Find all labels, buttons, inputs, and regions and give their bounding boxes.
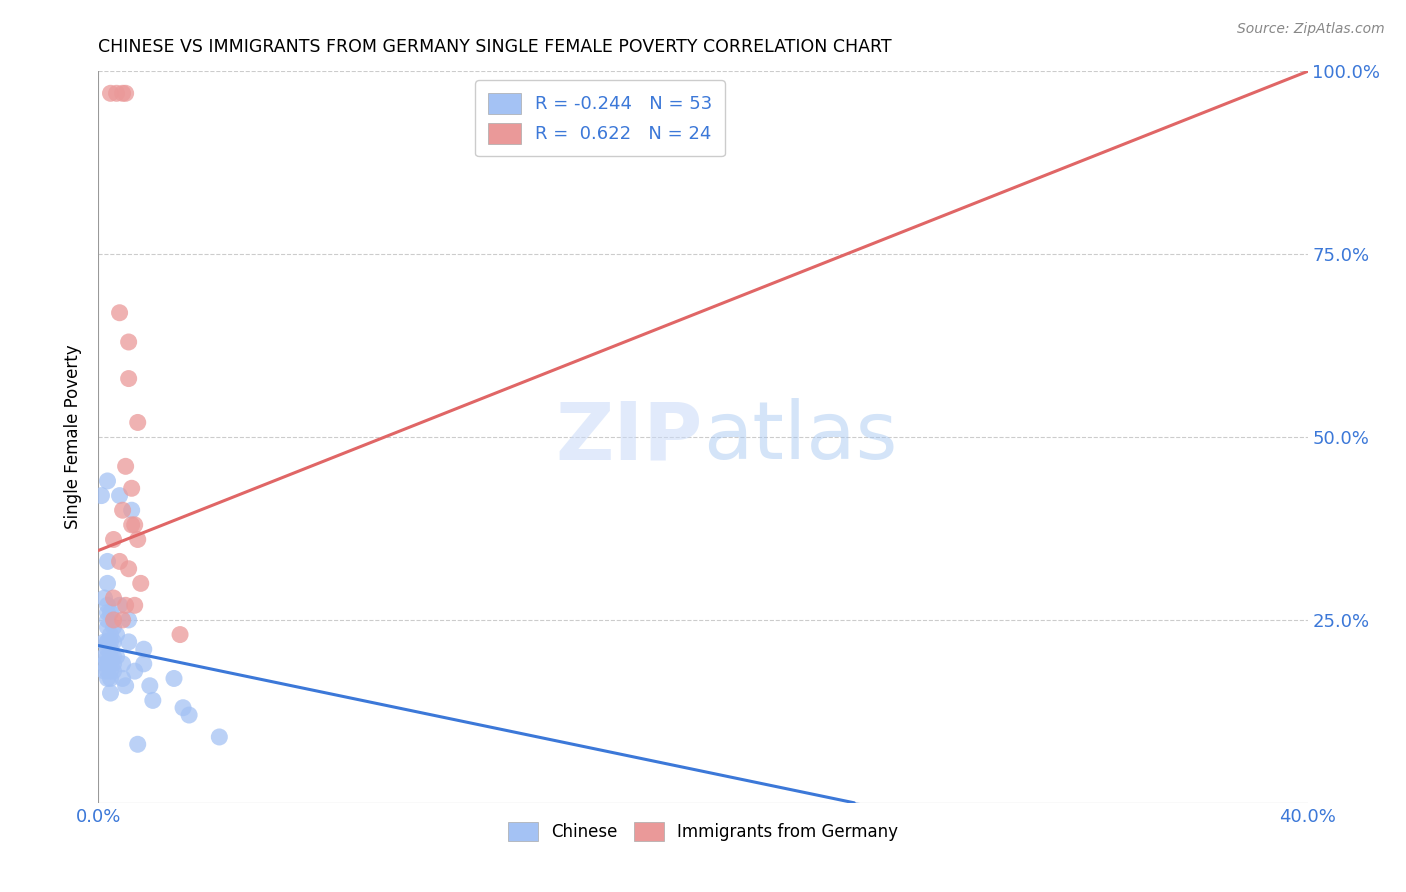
Point: [96, 474, 118, 488]
Point: [93, 657, 115, 671]
Point: [163, 672, 186, 686]
Point: [96, 576, 118, 591]
Point: [118, 562, 141, 576]
Y-axis label: Single Female Poverty: Single Female Poverty: [65, 345, 83, 529]
Point: [96, 554, 118, 568]
Text: ZIP: ZIP: [555, 398, 703, 476]
Point: [100, 649, 122, 664]
Point: [100, 627, 122, 641]
Point: [93, 591, 115, 605]
Point: [179, 708, 201, 723]
Point: [132, 642, 155, 657]
Point: [103, 664, 125, 678]
Text: Source: ZipAtlas.com: Source: ZipAtlas.com: [1237, 22, 1385, 37]
Point: [114, 679, 136, 693]
Point: [127, 416, 149, 430]
Point: [100, 635, 122, 649]
Point: [93, 649, 115, 664]
Point: [103, 620, 125, 634]
Point: [105, 627, 128, 641]
Point: [114, 459, 136, 474]
Point: [127, 533, 149, 547]
Text: CHINESE VS IMMIGRANTS FROM GERMANY SINGLE FEMALE POVERTY CORRELATION CHART: CHINESE VS IMMIGRANTS FROM GERMANY SINGL…: [98, 38, 891, 56]
Point: [172, 700, 194, 714]
Point: [100, 87, 122, 101]
Point: [100, 606, 122, 620]
Point: [108, 489, 131, 503]
Legend: Chinese, Immigrants from Germany: Chinese, Immigrants from Germany: [499, 814, 907, 849]
Point: [96, 599, 118, 613]
Point: [118, 371, 141, 385]
Point: [108, 599, 131, 613]
Point: [124, 664, 146, 678]
Point: [118, 613, 141, 627]
Point: [111, 672, 134, 686]
Point: [108, 306, 131, 320]
Point: [96, 606, 118, 620]
Text: atlas: atlas: [703, 398, 897, 476]
Point: [111, 503, 134, 517]
Point: [96, 642, 118, 657]
Point: [118, 334, 141, 349]
Point: [129, 576, 152, 591]
Point: [114, 599, 136, 613]
Point: [96, 649, 118, 664]
Point: [96, 664, 118, 678]
Point: [93, 664, 115, 678]
Point: [121, 481, 143, 495]
Point: [132, 657, 155, 671]
Point: [127, 737, 149, 751]
Point: [96, 672, 118, 686]
Point: [103, 533, 125, 547]
Point: [100, 686, 122, 700]
Point: [96, 635, 118, 649]
Point: [124, 599, 146, 613]
Point: [169, 627, 191, 641]
Point: [103, 591, 125, 605]
Point: [121, 503, 143, 517]
Point: [103, 657, 125, 671]
Point: [96, 613, 118, 627]
Point: [90, 489, 112, 503]
Point: [96, 635, 118, 649]
Point: [108, 554, 131, 568]
Point: [111, 657, 134, 671]
Point: [100, 642, 122, 657]
Point: [103, 613, 125, 627]
Point: [142, 693, 165, 707]
Point: [93, 635, 115, 649]
Point: [96, 620, 118, 634]
Point: [139, 679, 162, 693]
Point: [121, 517, 143, 532]
Point: [105, 87, 128, 101]
Point: [111, 87, 134, 101]
Point: [208, 730, 231, 744]
Point: [96, 657, 118, 671]
Point: [118, 635, 141, 649]
Point: [114, 87, 136, 101]
Point: [105, 649, 128, 664]
Point: [111, 613, 134, 627]
Point: [100, 672, 122, 686]
Point: [124, 517, 146, 532]
Point: [103, 635, 125, 649]
Point: [103, 649, 125, 664]
Point: [100, 664, 122, 678]
